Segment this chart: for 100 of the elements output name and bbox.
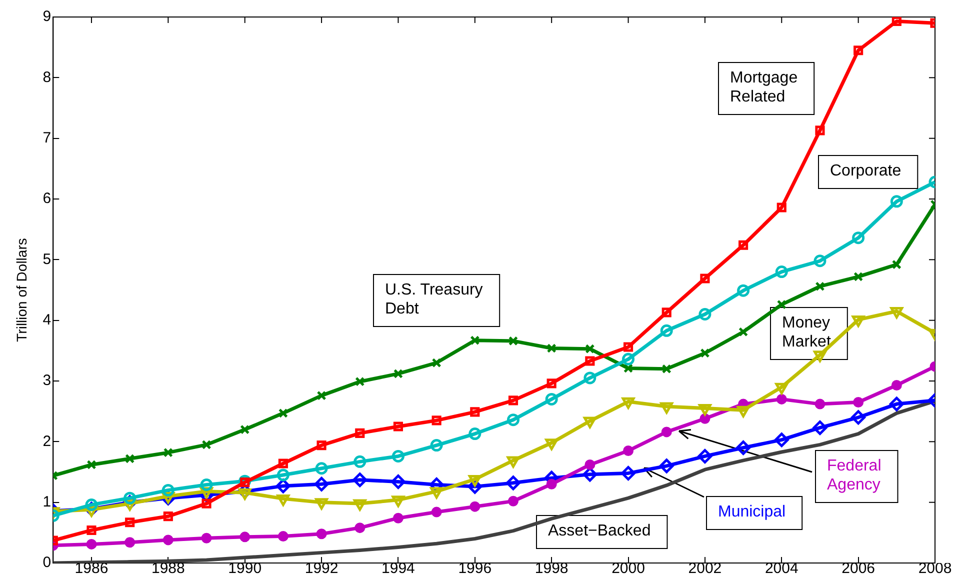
point (661, 426, 672, 438)
point (392, 450, 404, 462)
point (700, 413, 710, 424)
point (354, 455, 366, 468)
point (506, 456, 520, 468)
point (316, 528, 327, 540)
point (86, 525, 96, 536)
point (315, 498, 328, 510)
point (432, 416, 442, 426)
text: Municipal (718, 503, 786, 520)
point (738, 327, 748, 337)
point (662, 364, 672, 374)
series-label: Money Market (782, 314, 832, 350)
point (545, 392, 558, 406)
point (775, 266, 788, 278)
point (240, 424, 250, 434)
point (316, 440, 326, 450)
point (815, 282, 825, 292)
point (698, 308, 712, 321)
point (775, 382, 788, 394)
point (851, 410, 866, 425)
point (86, 460, 96, 470)
point (508, 336, 518, 346)
point (470, 501, 480, 512)
point (468, 475, 482, 487)
point (393, 368, 404, 379)
point (812, 420, 828, 435)
point (162, 484, 174, 496)
point (393, 422, 404, 432)
series-label: Asset−Backed (548, 522, 651, 540)
point (736, 440, 751, 455)
point (814, 398, 826, 410)
point (276, 468, 290, 482)
point (238, 488, 252, 500)
point (623, 363, 634, 374)
point (278, 531, 288, 542)
y-tick-label: 4 (42, 311, 52, 328)
point (583, 416, 596, 428)
y-tick-label: 8 (42, 68, 52, 86)
point (662, 308, 672, 318)
point (125, 518, 135, 528)
point (240, 478, 250, 488)
point (390, 474, 406, 489)
point (240, 532, 250, 542)
point (470, 336, 480, 346)
series-label: U.S. Treasury Debt (385, 281, 483, 318)
point (506, 414, 520, 426)
point (660, 324, 673, 337)
point (774, 432, 789, 448)
point (468, 428, 482, 440)
point (852, 232, 865, 244)
point (278, 408, 288, 418)
y-axis-title: Trillion of Dollars (13, 238, 30, 342)
point (546, 343, 556, 354)
point (623, 446, 634, 456)
point (202, 440, 212, 450)
point (508, 496, 518, 506)
point (546, 478, 557, 490)
point (432, 358, 442, 368)
point (776, 300, 786, 310)
point (163, 512, 173, 522)
y-tick-label: 0 (42, 554, 52, 572)
point (660, 402, 674, 414)
point (854, 272, 864, 282)
point (506, 476, 520, 490)
point (738, 240, 748, 250)
point (889, 396, 904, 412)
point (698, 448, 712, 464)
point (316, 390, 326, 400)
point (737, 284, 750, 297)
point (698, 404, 712, 416)
point (85, 498, 98, 512)
series-label: Corporate (830, 162, 902, 180)
point (659, 458, 674, 474)
point (621, 466, 636, 480)
point (355, 376, 365, 386)
point (431, 506, 442, 518)
point (585, 344, 595, 354)
point (736, 406, 750, 418)
point (623, 342, 634, 352)
point (355, 428, 365, 438)
point (584, 372, 596, 384)
y-tick-label: 2 (42, 432, 52, 450)
point (162, 534, 174, 546)
point (353, 499, 366, 511)
point (314, 476, 329, 492)
point (430, 439, 443, 452)
y-tick-label: 9 (42, 8, 52, 26)
point (163, 448, 173, 458)
point (276, 478, 290, 494)
text: Federal Agency (827, 457, 882, 494)
point (854, 46, 864, 56)
point (776, 202, 786, 212)
point (392, 512, 404, 524)
series-label: Mortgage Related (730, 69, 798, 106)
point (622, 352, 635, 366)
y-tick-label: 7 (42, 129, 52, 146)
point (814, 254, 826, 268)
point (890, 195, 903, 208)
point (124, 492, 136, 504)
